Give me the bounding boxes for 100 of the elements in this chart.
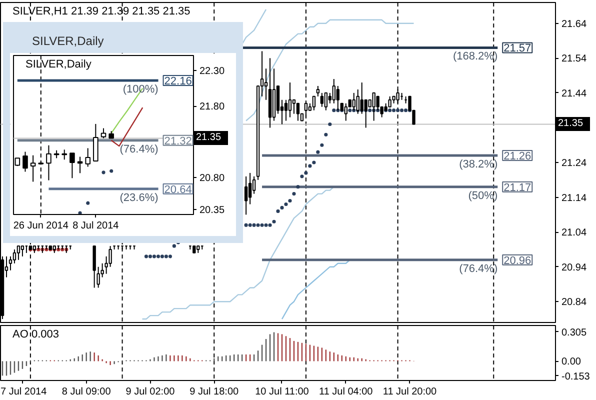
x-tick-label: 10 Jul 11:00 xyxy=(255,386,310,398)
point xyxy=(276,209,280,213)
x-tick-label: 11 Jul 04:00 xyxy=(319,386,374,398)
annotation: (76.4%) xyxy=(459,262,498,275)
point xyxy=(56,248,60,252)
series-label: 20.64 xyxy=(164,184,192,196)
candlestick xyxy=(100,128,106,139)
candlestick xyxy=(252,176,256,194)
candlestick xyxy=(16,245,20,260)
candlestick xyxy=(22,151,28,172)
point xyxy=(304,171,308,175)
candlestick xyxy=(20,245,24,257)
y-tick-label: 21.64 xyxy=(562,18,587,30)
y-tick-label: -0.153 xyxy=(562,371,590,382)
chart-title: SILVER,H1 21.39 21.39 21.35 21.35 xyxy=(12,6,190,18)
candlestick xyxy=(244,176,248,216)
point xyxy=(376,108,380,112)
point xyxy=(348,108,352,112)
line-series xyxy=(241,8,267,45)
point xyxy=(396,108,400,112)
ref-line-label: 21.35 xyxy=(558,116,584,131)
annotation: (100%) xyxy=(122,83,158,96)
point xyxy=(292,192,296,196)
candlestick xyxy=(85,148,90,168)
x-tick-label: 9 Jul 02:00 xyxy=(126,386,176,398)
point xyxy=(296,185,300,189)
candlestick xyxy=(46,144,52,181)
candlestick xyxy=(320,92,324,108)
point xyxy=(324,132,328,136)
point xyxy=(102,170,106,174)
y-tick-label: 21.24 xyxy=(562,158,587,169)
series-label: 21.57 xyxy=(504,42,532,55)
point xyxy=(264,223,268,227)
line-series xyxy=(245,19,414,122)
y-tick-label: 21.04 xyxy=(562,228,587,239)
x-tick-label: 9 Jul 18:00 xyxy=(190,386,240,398)
y-tick-label: 20.80 xyxy=(200,172,225,184)
chart-title: SILVER,Daily xyxy=(32,33,104,50)
point xyxy=(280,206,284,210)
point xyxy=(272,220,276,224)
point xyxy=(288,198,292,203)
candlestick xyxy=(8,256,12,271)
candlestick xyxy=(30,154,36,182)
point xyxy=(388,108,392,112)
point xyxy=(148,254,152,258)
candlestick xyxy=(12,248,16,264)
point xyxy=(86,201,90,205)
y-tick-label: 20.84 xyxy=(562,297,587,308)
series-label: 21.26 xyxy=(504,150,532,163)
point xyxy=(172,244,176,248)
point xyxy=(248,223,252,227)
point xyxy=(78,211,82,214)
point xyxy=(400,108,404,112)
series-label: 20.96 xyxy=(504,254,532,267)
candlestick xyxy=(96,266,100,288)
y-tick-label: 21.80 xyxy=(200,102,225,113)
point xyxy=(256,223,260,227)
candlestick xyxy=(388,96,392,108)
y-tick-label: 21.44 xyxy=(562,88,587,100)
annotation: (50%) xyxy=(468,190,498,202)
y-tick-label: 0.00 xyxy=(562,356,582,368)
y-tick-label: 22.30 xyxy=(200,66,225,77)
candlestick xyxy=(316,85,320,97)
point xyxy=(328,122,332,126)
x-tick-label: 7 Jul 2014 xyxy=(0,386,48,398)
point xyxy=(152,254,156,258)
point xyxy=(300,174,304,178)
point xyxy=(160,254,164,258)
candlestick xyxy=(248,172,252,205)
candlestick xyxy=(332,78,336,104)
candlestick xyxy=(288,82,292,118)
ref-line-label: 21.35 xyxy=(196,130,222,145)
chart-subtitle: SILVER,Daily xyxy=(26,58,92,70)
candlestick xyxy=(376,96,380,111)
point xyxy=(60,248,64,252)
series-label: 21.32 xyxy=(164,135,192,148)
candlestick xyxy=(296,102,300,122)
y-tick-label: 21.14 xyxy=(562,192,587,204)
candlestick xyxy=(284,99,288,122)
point xyxy=(312,160,316,164)
x-tick-label: 26 Jun 2014 xyxy=(13,220,69,232)
point xyxy=(144,254,148,258)
candlestick xyxy=(312,96,316,111)
candlestick xyxy=(264,68,268,100)
annotation: (38.2%) xyxy=(459,158,498,171)
point xyxy=(252,223,256,227)
candlestick xyxy=(62,149,68,160)
annotation: (23.6%) xyxy=(120,192,158,204)
point xyxy=(168,254,172,258)
candlestick xyxy=(292,99,296,114)
candlestick xyxy=(70,152,75,179)
annotation: (168.2%) xyxy=(452,50,498,63)
point xyxy=(268,223,272,227)
y-tick-label: 20.35 xyxy=(200,205,225,216)
point xyxy=(320,143,324,147)
x-tick-label: 11 Jul 20:00 xyxy=(382,386,438,398)
y-tick-label: 0.305 xyxy=(562,327,587,338)
series-label: 22.16 xyxy=(164,75,192,88)
candlestick xyxy=(324,92,328,111)
candlestick xyxy=(93,123,98,162)
